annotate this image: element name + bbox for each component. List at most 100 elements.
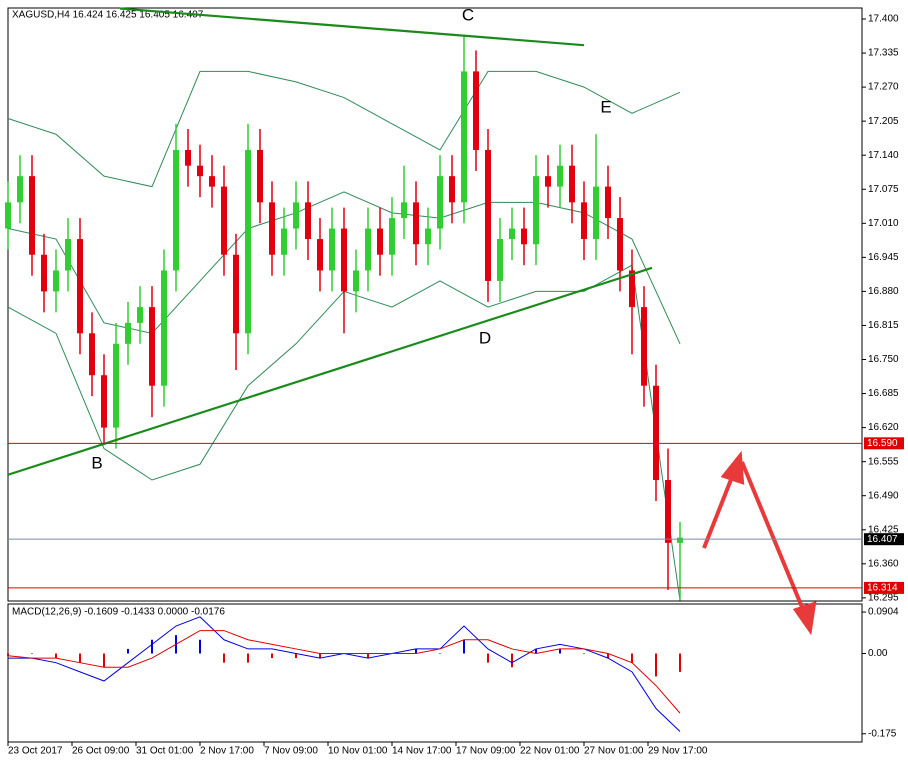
- candle-body: [677, 537, 683, 543]
- candle-body: [77, 239, 83, 334]
- macd-histogram-bar: [559, 648, 561, 654]
- candle-body: [269, 202, 275, 255]
- candle: [401, 165, 407, 240]
- x-tick-label: 26 Oct 09:00: [72, 746, 130, 757]
- macd-histogram-bar: [655, 653, 657, 677]
- candle-body: [257, 149, 263, 203]
- macd-histogram-bar: [631, 653, 633, 663]
- candle-body: [173, 149, 179, 271]
- candle: [425, 207, 431, 266]
- x-tick-label: 7 Nov 09:00: [264, 746, 318, 757]
- y-tick-label: 0.00: [868, 648, 888, 659]
- candle-body: [89, 333, 95, 376]
- wave-label: B: [91, 453, 102, 472]
- macd-histogram-bar: [295, 653, 297, 659]
- candle-body: [221, 186, 227, 255]
- y-tick-label: 17.140: [868, 150, 899, 161]
- y-tick-label: 16.360: [868, 558, 899, 569]
- macd-histogram-bar: [271, 653, 273, 659]
- candle: [113, 322, 119, 449]
- candle: [365, 207, 371, 292]
- y-tick-label: 16.815: [868, 320, 899, 331]
- y-tick-label: 17.270: [868, 82, 899, 93]
- main-frame: [7, 7, 863, 602]
- wave-label: D: [479, 328, 491, 347]
- y-tick-label: 17.010: [868, 218, 899, 229]
- macd-histogram-bar: [607, 653, 609, 659]
- y-tick-label: 16.425: [868, 524, 899, 535]
- macd-histogram-bar: [679, 653, 681, 672]
- candle: [269, 181, 275, 276]
- macd-histogram-bar: [55, 653, 57, 659]
- x-tick-label: 31 Oct 01:00: [136, 746, 194, 757]
- arrow-up: [702, 471, 736, 549]
- signal-line: [7, 630, 681, 714]
- chart-header: XAGUSD,H4 16.424 16.425 16.405 16.407: [12, 10, 204, 21]
- macd-histogram-bar: [511, 653, 513, 668]
- candle: [173, 123, 179, 292]
- x-tick-label: 29 Nov 17:00: [648, 746, 708, 757]
- y-tick-label: 16.620: [868, 422, 899, 433]
- candle-body: [557, 165, 563, 187]
- candle-body: [113, 343, 119, 428]
- candle-body: [365, 228, 371, 271]
- candle: [77, 218, 83, 355]
- x-tick-label: 22 Nov 01:00: [520, 746, 580, 757]
- candle-body: [617, 218, 623, 271]
- candle: [281, 207, 287, 276]
- candle-body: [41, 254, 47, 292]
- price-label-box: [864, 437, 904, 450]
- y-tick-label: 16.880: [868, 286, 899, 297]
- candle: [293, 181, 299, 250]
- y-tick-label: 17.400: [868, 14, 899, 25]
- candle-body: [65, 239, 71, 271]
- bollinger-middle: [7, 191, 681, 344]
- price-label: 16.590: [867, 438, 898, 449]
- macd-header: MACD(12,26,9) -0.1609 -0.1433 0.0000 -0.…: [12, 607, 225, 618]
- arrow-head: [792, 601, 817, 636]
- candle: [473, 50, 479, 171]
- arrow-down: [740, 461, 806, 613]
- candle-body: [545, 176, 551, 187]
- candle: [317, 218, 323, 292]
- candle-body: [449, 176, 455, 203]
- candle: [41, 233, 47, 313]
- forecast-arrows: [702, 450, 817, 636]
- x-tick-label: 27 Nov 01:00: [584, 746, 644, 757]
- candle: [185, 129, 191, 187]
- candle-body: [653, 385, 659, 480]
- wave-label: E: [600, 97, 611, 116]
- candle-body: [509, 228, 515, 240]
- candle-body: [521, 228, 527, 245]
- candle: [197, 144, 203, 198]
- candle: [245, 123, 251, 355]
- candle: [413, 181, 419, 266]
- y-tick-label: 17.075: [868, 184, 899, 195]
- y-tick-label: 16.555: [868, 456, 899, 467]
- macd-histogram-bar: [319, 653, 321, 659]
- candle-body: [329, 228, 335, 271]
- y-tick-label: -0.175: [868, 728, 897, 739]
- candle-body: [149, 307, 155, 386]
- candle: [5, 181, 11, 250]
- candle: [17, 155, 23, 224]
- price-label: 16.407: [867, 534, 898, 545]
- macd-histogram-bar: [463, 639, 465, 654]
- candle-body: [341, 228, 347, 292]
- candle: [605, 165, 611, 240]
- y-tick-label: 16.295: [868, 592, 899, 603]
- x-tick-label: 23 Oct 2017: [8, 746, 63, 757]
- y-tick-label: 0.0904: [868, 607, 899, 618]
- x-tick-label: 2 Nov 17:00: [200, 746, 254, 757]
- candle: [137, 286, 143, 344]
- candle: [653, 364, 659, 501]
- macd-histogram-bar: [7, 653, 9, 656]
- macd-histogram-bar: [535, 648, 537, 654]
- price-label-box: [864, 581, 904, 594]
- trendline: [119, 7, 585, 47]
- candle-body: [437, 176, 443, 229]
- candle-body: [413, 202, 419, 245]
- price-label: 16.314: [867, 583, 898, 594]
- candle-body: [629, 270, 635, 308]
